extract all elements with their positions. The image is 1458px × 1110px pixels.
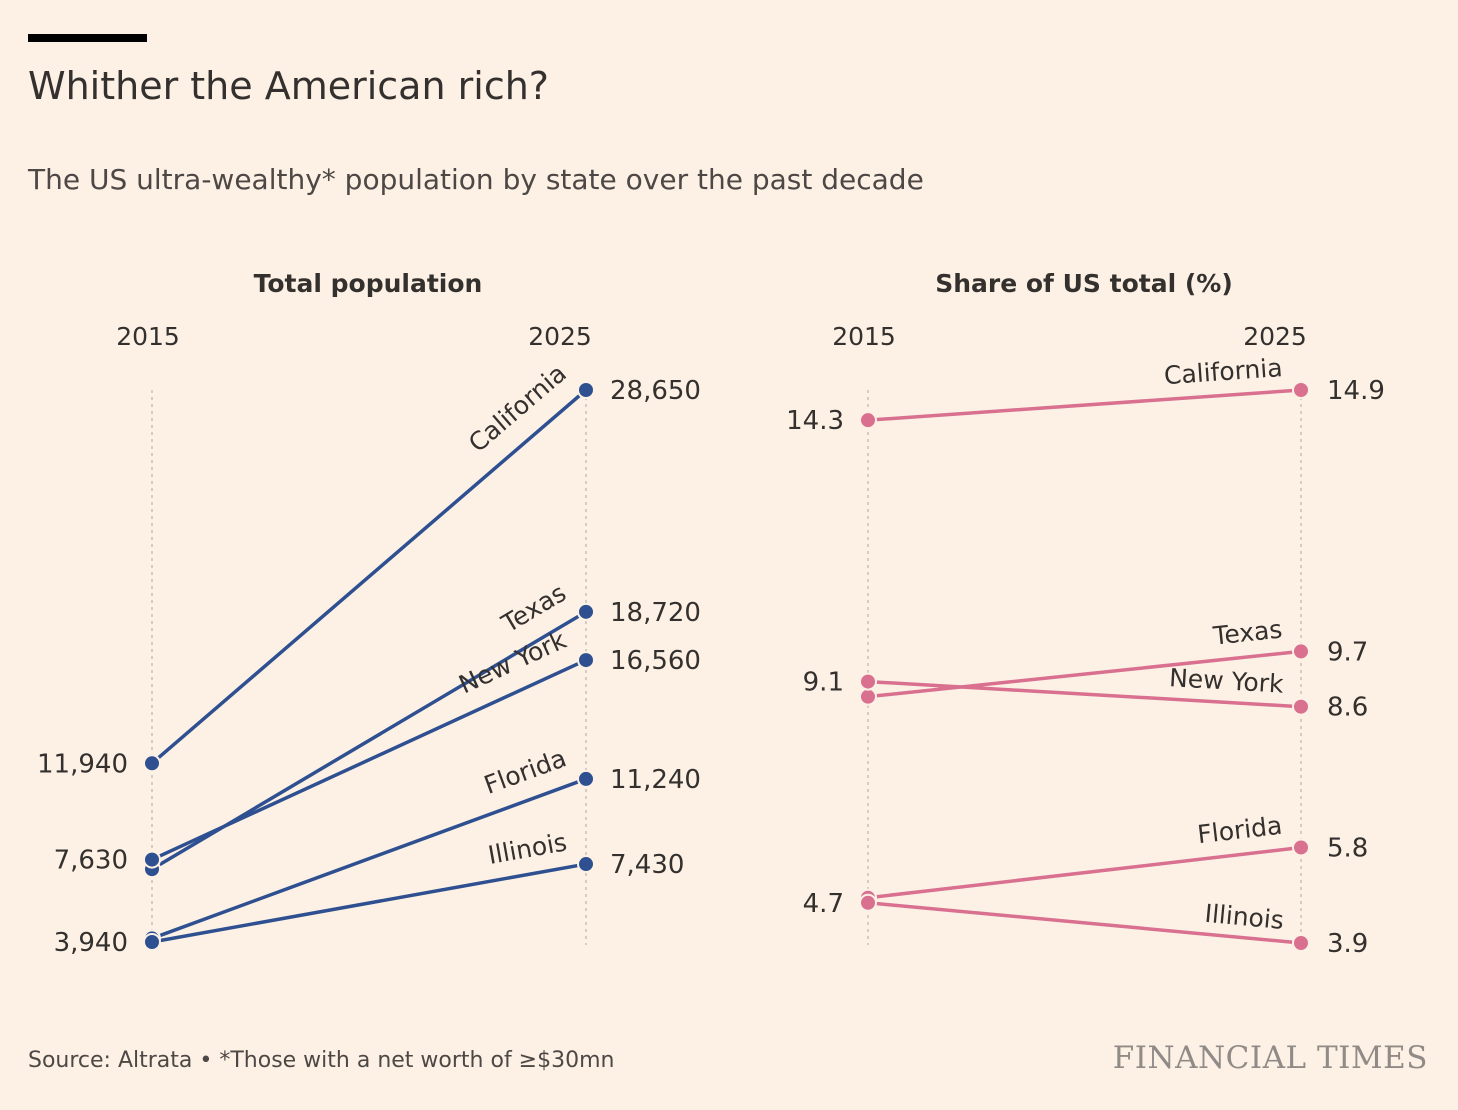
ft-top-bar xyxy=(28,34,147,42)
share-year-2025: 2025 xyxy=(1243,322,1307,351)
population-line-california xyxy=(150,388,588,766)
population-start-label-11-940: 11,940 xyxy=(37,749,128,779)
share-end-label-california: 14.9 xyxy=(1327,376,1385,406)
population-dot-2015-new-york xyxy=(143,850,161,869)
share-dot-2015-illinois xyxy=(859,893,877,912)
population-dot-2015-california xyxy=(143,754,161,773)
share-dot-2025-texas xyxy=(1292,642,1310,661)
share-dot-2025-florida xyxy=(1292,838,1310,857)
share-end-label-florida: 5.8 xyxy=(1327,833,1368,863)
population-panel-title: Total population xyxy=(254,269,483,298)
share-series-label-texas: Texas xyxy=(1211,615,1284,651)
population-line-florida xyxy=(150,777,588,941)
population-year-2025: 2025 xyxy=(528,322,592,351)
population-end-label-california: 28,650 xyxy=(610,376,701,406)
population-series-label-illinois: Illinois xyxy=(486,827,569,870)
share-end-label-illinois: 3.9 xyxy=(1327,929,1368,959)
share-series-label-california: California xyxy=(1163,353,1283,390)
population-start-label-3-940: 3,940 xyxy=(54,928,128,958)
population-end-label-florida: 11,240 xyxy=(610,765,701,795)
share-dot-2025-new-york xyxy=(1292,697,1310,716)
population-end-label-illinois: 7,430 xyxy=(610,850,684,880)
population-end-label-new-york: 16,560 xyxy=(610,646,701,676)
population-start-label-7-630: 7,630 xyxy=(54,846,128,876)
population-dot-2025-texas xyxy=(577,602,595,621)
share-dot-2025-illinois xyxy=(1292,934,1310,952)
share-dot-2015-texas xyxy=(859,687,877,706)
share-end-label-new-york: 8.6 xyxy=(1327,693,1368,723)
share-series-label-florida: Florida xyxy=(1196,811,1284,850)
share-series-label-illinois: Illinois xyxy=(1203,899,1285,935)
share-line-california xyxy=(866,388,1303,422)
share-dot-2015-new-york xyxy=(859,672,877,691)
share-line-illinois xyxy=(866,901,1303,945)
share-year-2015: 2015 xyxy=(832,322,896,351)
share-start-label-9-1: 9.1 xyxy=(803,668,844,698)
population-dot-2025-illinois xyxy=(577,855,595,874)
population-year-2015: 2015 xyxy=(116,322,180,351)
population-dot-2025-florida xyxy=(577,769,595,788)
population-dot-2025-california xyxy=(577,381,595,399)
share-end-label-texas: 9.7 xyxy=(1327,637,1368,667)
share-dot-2025-california xyxy=(1292,381,1310,399)
share-start-label-14-3: 14.3 xyxy=(786,406,844,436)
chart-title: Whither the American rich? xyxy=(28,64,549,108)
population-dot-2025-new-york xyxy=(577,651,595,670)
share-line-new-york xyxy=(866,679,1303,709)
share-dot-2015-california xyxy=(859,411,877,430)
share-panel-title: Share of US total (%) xyxy=(935,269,1233,298)
ft-logo: FINANCIAL TIMES xyxy=(1112,1040,1428,1076)
share-start-label-4-7: 4.7 xyxy=(803,889,844,919)
chart-subtitle: The US ultra-wealthy* population by stat… xyxy=(28,163,924,196)
share-series-label-new-york: New York xyxy=(1168,663,1284,699)
source-note: Source: Altrata • *Those with a net wort… xyxy=(28,1048,615,1073)
population-series-label-california: California xyxy=(463,359,572,458)
population-line-illinois xyxy=(150,862,588,944)
population-end-label-texas: 18,720 xyxy=(610,598,701,628)
share-line-florida xyxy=(866,845,1303,900)
population-line-new-york xyxy=(150,658,588,862)
share-line-texas xyxy=(866,649,1303,699)
population-dot-2015-illinois xyxy=(143,933,161,951)
